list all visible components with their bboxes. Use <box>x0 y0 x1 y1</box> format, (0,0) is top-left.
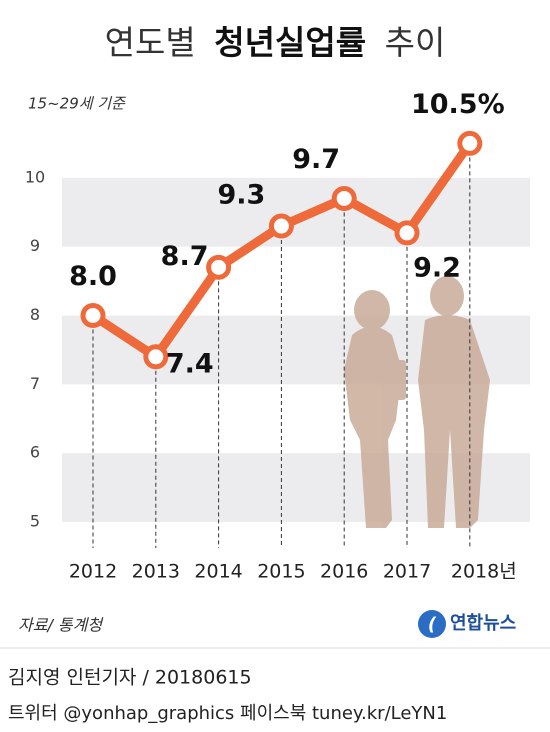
y-tick-label: 6 <box>30 443 40 462</box>
title-part: 연도별 <box>105 23 196 62</box>
source: 자료/ 통계청 <box>18 616 104 635</box>
logo: ( 연합뉴스 <box>418 610 516 638</box>
x-tick-label: 2018년 <box>451 561 517 583</box>
subtitle: 15~29세 기준 <box>28 95 126 113</box>
value-label: 10.5% <box>411 89 505 120</box>
logo-mark: ( <box>428 614 437 635</box>
y-tick-label: 8 <box>30 305 40 324</box>
value-label: 8.7 <box>161 241 209 272</box>
footer-credit: 김지영 인턴기자 / 20180615 <box>8 667 252 689</box>
x-tick-label: 2015 <box>257 561 305 583</box>
x-tick-label: 2017 <box>383 561 431 583</box>
value-label: 9.2 <box>413 252 461 283</box>
value-label: 7.4 <box>166 348 214 379</box>
value-label: 9.3 <box>217 180 265 211</box>
grid-band <box>62 453 530 522</box>
point <box>457 130 483 156</box>
point <box>206 254 232 280</box>
point <box>268 213 294 239</box>
title-part: 추이 <box>385 23 446 62</box>
grid-band <box>62 177 530 247</box>
plot: 5 6 7 8 9 10 2012 2013 2014 2015 2016 2017 2018년 8.0 7… <box>25 89 517 583</box>
chart-title: 연도별 청년실업률 추이 <box>105 23 446 62</box>
point <box>143 344 169 370</box>
value-label: 8.0 <box>69 261 117 292</box>
x-tick-label: 2012 <box>69 561 117 583</box>
y-tick-label: 7 <box>30 374 40 393</box>
point <box>394 220 420 246</box>
value-label: 9.7 <box>292 144 340 175</box>
y-tick-label: 9 <box>30 236 40 255</box>
silhouettes <box>344 276 490 528</box>
title-emphasis: 청년실업률 <box>214 23 366 62</box>
point <box>80 303 106 328</box>
logo-text: 연합뉴스 <box>450 612 516 634</box>
footer-social: 트위터 @yonhap_graphics 페이스북 tuney.kr/LeYN1 <box>8 703 447 724</box>
x-tick-label: 2014 <box>194 561 242 583</box>
y-tick-label: 10 <box>25 167 45 186</box>
point <box>331 185 357 211</box>
logo-icon <box>418 610 446 638</box>
x-tick-label: 2013 <box>132 561 180 583</box>
x-tick-label: 2016 <box>320 561 368 583</box>
y-tick-label: 5 <box>30 512 40 531</box>
